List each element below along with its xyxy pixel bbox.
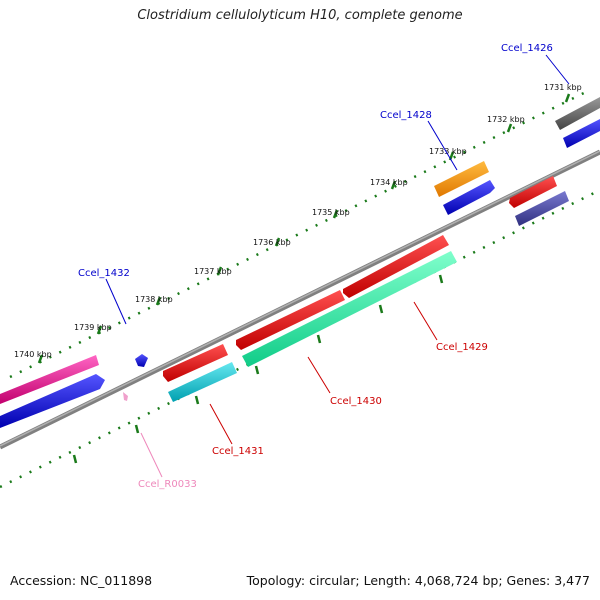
feature-purple-right [515, 191, 569, 226]
feature-magenta [0, 355, 99, 404]
leader-ccel-r0033 [140, 432, 163, 478]
gene-label-ccel1426: Ccel_1426 [501, 43, 553, 54]
feature-blue-right [563, 119, 600, 148]
feature-blue-left [0, 374, 105, 428]
feature-rna-ccel-r0033 [123, 392, 128, 401]
leader-ccel1426 [545, 54, 570, 85]
tick-label: 1735 kbp [312, 208, 350, 217]
backbone-line [0, 149, 600, 450]
tick-label: 1737 kbp [194, 267, 232, 276]
leader-ccel1431 [209, 403, 233, 445]
feature-ccel1430-red [236, 290, 345, 350]
feature-ccel1432 [135, 354, 148, 367]
gene-label-ccel1429: Ccel_1429 [436, 342, 488, 353]
gene-labels: Ccel_1426 Ccel_1428 Ccel_1429 Ccel_1430 … [78, 43, 553, 490]
leader-ccel1428 [427, 120, 458, 171]
tick-label: 1738 kbp [135, 295, 173, 304]
tick-label: 1740 kbp [14, 350, 52, 359]
gene-label-ccel-r0033: Ccel_R0033 [138, 479, 197, 490]
outer-scale-line [9, 88, 591, 379]
feature-ccel1430-mint [242, 251, 457, 367]
tick-label: 1732 kbp [487, 115, 525, 124]
tick-label: 1736 kbp [253, 238, 291, 247]
feature-ccel1429-red [343, 235, 449, 298]
tick-label: 1734 kbp [370, 178, 408, 187]
tick-label: 1739 kbp [74, 323, 112, 332]
genome-summary: Topology: circular; Length: 4,068,724 bp… [246, 573, 590, 588]
tick-labels: 1731 kbp 1732 kbp 1733 kbp 1734 kbp 1735… [14, 83, 582, 359]
gene-label-ccel1432: Ccel_1432 [78, 268, 130, 279]
feature-ccel1431-red [163, 344, 228, 382]
leader-lines [105, 54, 570, 478]
leader-ccel1432 [105, 278, 127, 325]
tick-label: 1733 kbp [429, 147, 467, 156]
feature-ccel1428-blue [443, 180, 495, 215]
leader-ccel1430 [307, 356, 331, 394]
feature-gray-right [555, 97, 600, 130]
gene-label-ccel1428: Ccel_1428 [380, 110, 432, 121]
gene-label-ccel1431: Ccel_1431 [212, 446, 264, 457]
accession-label: Accession: NC_011898 [10, 573, 153, 588]
gene-features [0, 97, 600, 428]
leader-ccel1429 [413, 301, 438, 341]
feature-ccel1431-cyan [168, 362, 237, 402]
feature-ccel1428-orange [434, 161, 489, 197]
map-title: Clostridium cellulolyticum H10, complete… [137, 8, 463, 23]
gene-label-ccel1430: Ccel_1430 [330, 396, 382, 407]
inner-scale-line [0, 188, 600, 489]
tick-label: 1731 kbp [544, 83, 582, 92]
feature-red-right [509, 176, 557, 208]
